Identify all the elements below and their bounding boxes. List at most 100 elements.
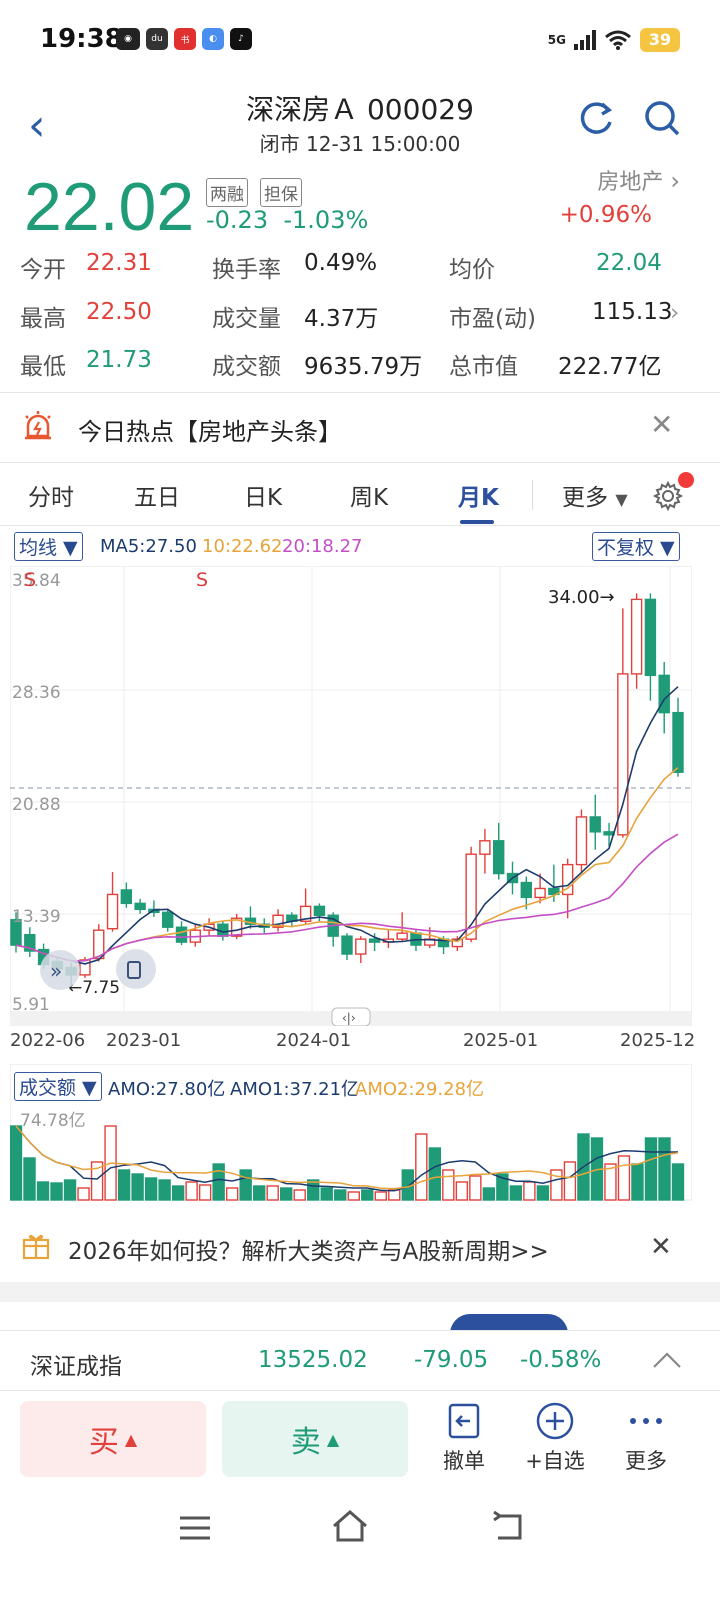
- back-nav-icon[interactable]: [490, 1510, 526, 1542]
- volume-bar: [252, 1185, 266, 1201]
- ma20-line: [15, 833, 679, 962]
- avg-value: 22.04: [596, 250, 662, 276]
- back-button[interactable]: ‹: [28, 100, 46, 151]
- signal-icon: [574, 30, 596, 50]
- candle-body: [120, 889, 133, 905]
- volume-bar: [550, 1169, 563, 1201]
- x-label: 2025-01: [463, 1030, 539, 1051]
- tab-weekly-k[interactable]: 周K: [350, 485, 389, 511]
- buy-button[interactable]: 买 ▲: [20, 1401, 206, 1477]
- amo1-value: AMO1:37.21亿: [230, 1079, 360, 1100]
- candle-body: [548, 887, 560, 896]
- candle-body: [368, 938, 381, 943]
- tab-daily-k[interactable]: 日K: [244, 485, 283, 511]
- close-icon[interactable]: ✕: [650, 1232, 672, 1262]
- zoom-in-button[interactable]: [40, 950, 80, 990]
- pe-value: 115.13: [592, 299, 673, 325]
- settings-gear-icon[interactable]: [652, 480, 684, 512]
- menu-icon[interactable]: [178, 1514, 212, 1542]
- y-label: 20.88: [12, 795, 61, 815]
- ad-banner[interactable]: 2026年如何投？解析大类资产与A股新周期>> ✕: [0, 1210, 720, 1282]
- volume-bar: [388, 1189, 401, 1201]
- zoom-icon: »: [50, 959, 62, 983]
- amo2-value: AMO2:29.28亿: [355, 1079, 485, 1100]
- home-icon[interactable]: [330, 1508, 370, 1544]
- volume-bar: [158, 1179, 171, 1201]
- tab-indicator: [460, 520, 494, 524]
- open-value: 22.31: [86, 250, 152, 276]
- volume-bars: [10, 1125, 685, 1201]
- volume-select[interactable]: 成交额 ▼: [14, 1072, 102, 1101]
- volume-bar: [563, 1161, 577, 1201]
- alarm-icon: [25, 411, 51, 440]
- volume-bar: [604, 1163, 617, 1201]
- app-icon: du: [146, 28, 168, 50]
- search-icon[interactable]: [642, 98, 682, 138]
- cancel-order-button[interactable]: 撤单: [436, 1401, 492, 1475]
- sell-label: 卖: [290, 1425, 321, 1460]
- chevron-up-icon[interactable]: [652, 1351, 682, 1369]
- sell-button[interactable]: 卖 ▲: [222, 1401, 408, 1477]
- add-circle-icon: [536, 1402, 574, 1440]
- collateral-badge: 担保: [260, 178, 302, 207]
- tab-intraday[interactable]: 分时: [28, 485, 74, 511]
- app2-icon: ◐: [202, 28, 224, 50]
- kline-chart[interactable]: 35.84 28.36 20.88 13.39 5.91 S S 34.00→ …: [10, 566, 692, 1026]
- volume-bar: [374, 1191, 387, 1201]
- volume-bar: [23, 1157, 36, 1201]
- tab-five-day[interactable]: 五日: [134, 485, 180, 511]
- low-value: 21.73: [86, 347, 152, 373]
- volume-bar: [280, 1187, 293, 1201]
- close-icon[interactable]: ✕: [650, 408, 674, 441]
- tab-more[interactable]: 更多 ▼: [562, 478, 628, 512]
- status-bar: 19:38 ◉ du 书 ◐ ♪ 5G 39: [0, 0, 720, 80]
- x-label-text: 2023-01: [106, 1030, 182, 1051]
- hot-topic-banner[interactable]: 今日热点【房地产头条】 ✕: [0, 392, 720, 462]
- index-name: 深证成指: [30, 1354, 122, 1380]
- candle-body: [134, 902, 146, 911]
- candle-body: [589, 816, 601, 833]
- ma-select[interactable]: 均线 ▼: [14, 532, 83, 561]
- rotate-screen-button[interactable]: [116, 949, 156, 989]
- more-button[interactable]: 更多: [618, 1401, 674, 1475]
- tab-monthly-k[interactable]: 月K: [458, 485, 499, 511]
- hidden-active-tab[interactable]: [450, 1314, 568, 1330]
- price-change: -0.23 -1.03%: [206, 206, 368, 234]
- candle-body: [603, 831, 615, 836]
- sell-mark: S: [196, 569, 208, 591]
- network-label: 5G: [547, 33, 566, 47]
- candle-body: [24, 933, 36, 952]
- index-ticker[interactable]: 深证成指 13525.02 -79.05 -0.58%: [0, 1330, 720, 1388]
- section-gap: [0, 1282, 720, 1302]
- ma20-value: 20:18.27: [282, 536, 363, 557]
- adjust-select[interactable]: 不复权 ▼: [592, 532, 680, 561]
- candle-body: [465, 853, 477, 940]
- sell-mark: S: [24, 569, 36, 591]
- volume-chart[interactable]: 74.78亿: [10, 1064, 692, 1202]
- add-watchlist-button[interactable]: +自选: [520, 1401, 590, 1475]
- hidden-tab-strip: [0, 1302, 720, 1330]
- candle-body: [272, 914, 284, 928]
- triangle-up-icon: ▲: [326, 1429, 340, 1449]
- candle-body: [175, 926, 188, 943]
- y-label: 13.39: [12, 907, 61, 927]
- volume-bar: [671, 1163, 685, 1201]
- mcap-value: 222.77亿: [558, 354, 662, 380]
- chevron-right-icon[interactable]: ›: [670, 300, 680, 326]
- sector-link[interactable]: 房地产 ›: [597, 164, 680, 196]
- volume-bar: [198, 1184, 212, 1201]
- refresh-icon[interactable]: [576, 98, 616, 138]
- candle-body: [561, 863, 574, 896]
- tab-more-label: 更多: [562, 485, 608, 511]
- index-value: 13525.02: [258, 1347, 368, 1373]
- volume-bar: [415, 1133, 428, 1201]
- volume-bar: [361, 1189, 374, 1201]
- divider: [532, 480, 533, 510]
- triangle-up-icon: ▲: [124, 1429, 138, 1449]
- sector-change: +0.96%: [559, 202, 652, 228]
- pe-label: 市盈(动): [449, 306, 536, 332]
- scroll-handle[interactable]: [331, 1007, 371, 1026]
- status-time: 19:38: [40, 24, 123, 54]
- volume-bar: [77, 1187, 90, 1201]
- volume-bar: [617, 1155, 631, 1201]
